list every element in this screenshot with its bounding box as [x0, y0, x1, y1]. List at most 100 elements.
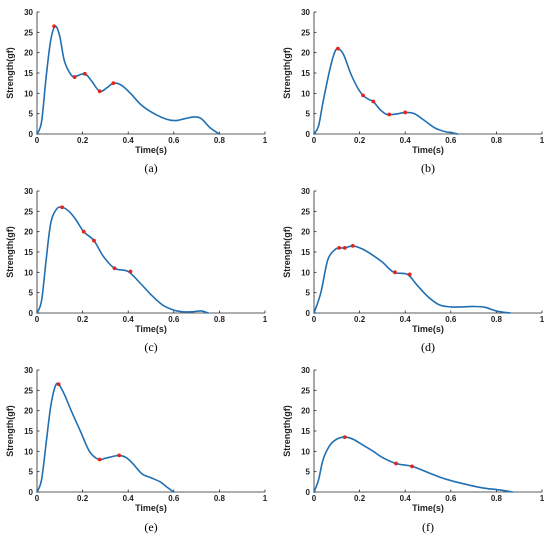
y-tick-label: 10 — [24, 268, 33, 277]
y-tick-label: 15 — [24, 248, 33, 257]
data-marker — [342, 435, 347, 439]
x-tick-label: 0.6 — [445, 315, 457, 324]
chart-panel-c: 0 0.2 0.4 0.6 0.8 1051015202530Time(s)Strengt… — [5, 187, 268, 354]
x-tick-label: 0.6 — [445, 494, 457, 503]
y-tick-label: 0 — [306, 488, 311, 497]
x-tick-label: 0.2 — [354, 136, 366, 145]
y-tick-label: 25 — [301, 386, 310, 395]
x-tick-label: 1 — [263, 315, 268, 324]
y-axis-label: Strength(gf) — [282, 405, 292, 457]
data-marker — [361, 93, 365, 98]
y-tick-label: 10 — [301, 447, 310, 456]
data-marker — [60, 205, 64, 210]
y-tick-label: 15 — [301, 427, 310, 436]
x-tick-label: 0.2 — [77, 494, 89, 503]
panel-label-f: (f) — [422, 520, 434, 534]
data-marker — [56, 382, 61, 387]
strength-curve — [313, 245, 511, 314]
y-axis-label: Strength(gf) — [282, 226, 292, 278]
y-axis-label: Strength(gf) — [282, 47, 292, 99]
y-tick-label: 20 — [24, 407, 33, 416]
x-tick-label: 0.6 — [168, 136, 180, 145]
data-marker — [82, 71, 87, 76]
y-axis-label: Strength(gf) — [5, 47, 15, 99]
data-marker — [407, 272, 412, 277]
data-marker — [111, 81, 116, 86]
data-marker — [403, 110, 408, 115]
x-axis-label: Time(s) — [135, 503, 167, 513]
y-tick-label: 0 — [29, 488, 34, 497]
y-tick-label: 20 — [301, 407, 310, 416]
chart-panel-d: 0 0.2 0.4 0.6 0.8 1051015202530Time(s)Strengt… — [282, 187, 545, 354]
data-marker — [52, 24, 56, 29]
y-tick-label: 30 — [24, 187, 33, 196]
data-marker — [97, 457, 102, 462]
y-tick-label: 5 — [306, 289, 311, 298]
y-tick-label: 30 — [301, 366, 310, 375]
data-marker — [117, 453, 121, 458]
x-tick-label: 0.4 — [123, 494, 135, 503]
panel-label-a: (a) — [144, 161, 157, 175]
x-tick-label: 0.8 — [214, 494, 226, 503]
strength-curve — [36, 382, 175, 493]
x-tick-label: 0.8 — [491, 494, 503, 503]
x-tick-label: 0.2 — [77, 136, 89, 145]
x-tick-label: 0.2 — [354, 494, 366, 503]
panel-label-c: (c) — [144, 340, 157, 354]
x-tick-label: 0.6 — [168, 494, 180, 503]
y-tick-label: 10 — [24, 89, 33, 98]
x-tick-label: 0 — [312, 136, 317, 145]
x-tick-label: 0 — [35, 315, 40, 324]
y-tick-label: 30 — [24, 366, 33, 375]
x-tick-label: 1 — [263, 494, 268, 503]
panel-label-d: (d) — [421, 340, 435, 354]
x-tick-label: 1 — [540, 136, 545, 145]
y-axis-label: Strength(gf) — [5, 405, 15, 457]
data-marker — [128, 269, 133, 274]
chart-panel-b: 0 0.2 0.4 0.6 0.8 1051015202530Time(s)Strengt… — [282, 8, 545, 175]
x-tick-label: 0.4 — [400, 315, 412, 324]
strength-curve — [313, 47, 459, 135]
x-axis-label: Time(s) — [412, 145, 444, 155]
y-tick-label: 10 — [301, 89, 310, 98]
strength-curve — [36, 25, 221, 135]
y-tick-label: 25 — [24, 207, 33, 216]
y-tick-label: 20 — [301, 228, 310, 237]
data-marker — [72, 75, 77, 79]
y-tick-label: 25 — [24, 386, 33, 395]
x-tick-label: 0.8 — [214, 315, 226, 324]
x-tick-label: 0 — [35, 136, 40, 145]
x-tick-label: 0.2 — [354, 315, 366, 324]
data-marker — [342, 246, 347, 250]
y-tick-label: 0 — [29, 309, 34, 318]
data-marker — [410, 464, 414, 469]
y-tick-label: 15 — [301, 69, 310, 78]
x-tick-label: 1 — [540, 494, 545, 503]
data-marker — [112, 266, 117, 271]
y-tick-label: 30 — [301, 187, 310, 196]
y-tick-label: 30 — [301, 8, 310, 17]
x-tick-label: 0.6 — [168, 315, 180, 324]
y-tick-label: 30 — [24, 8, 33, 17]
y-tick-label: 10 — [24, 447, 33, 456]
data-marker — [394, 461, 398, 466]
y-tick-label: 5 — [306, 110, 311, 119]
x-tick-label: 0.8 — [214, 136, 226, 145]
x-axis-label: Time(s) — [135, 324, 167, 334]
x-tick-label: 0 — [312, 315, 317, 324]
strength-curve — [36, 206, 209, 314]
x-axis-label: Time(s) — [412, 503, 444, 513]
y-tick-label: 5 — [29, 289, 34, 298]
y-tick-label: 25 — [24, 28, 33, 37]
y-tick-label: 0 — [306, 309, 311, 318]
y-tick-label: 20 — [301, 49, 310, 58]
strength-curve — [313, 436, 514, 493]
x-tick-label: 1 — [540, 315, 545, 324]
y-tick-label: 0 — [306, 130, 311, 139]
x-tick-label: 0.8 — [491, 315, 503, 324]
data-marker — [393, 270, 397, 275]
data-marker — [387, 112, 392, 117]
x-tick-label: 0.8 — [491, 136, 503, 145]
data-marker — [350, 244, 355, 248]
